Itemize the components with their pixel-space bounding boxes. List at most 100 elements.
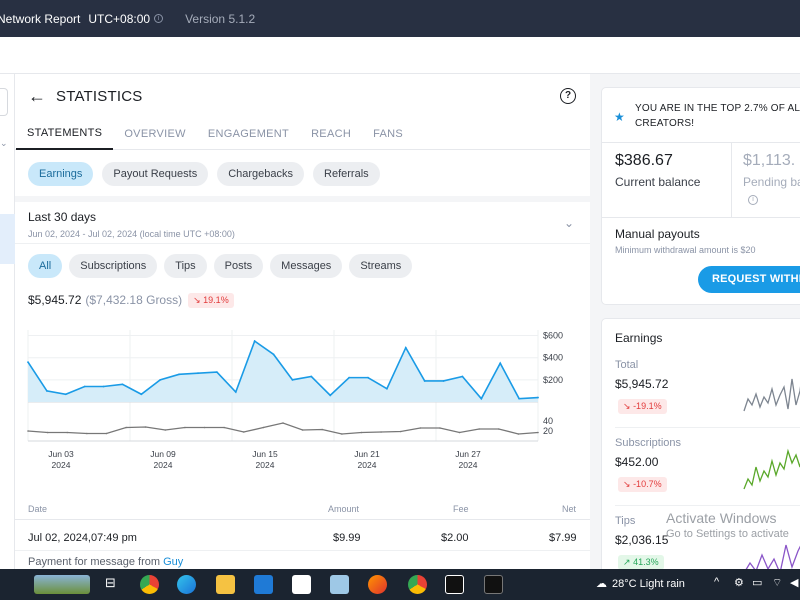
filter-streams[interactable]: Streams xyxy=(349,254,413,278)
count-point xyxy=(478,428,480,430)
earnings-card-title: Earnings xyxy=(615,331,663,345)
filter-tips[interactable]: Tips xyxy=(164,254,207,278)
date-range-selector[interactable]: Last 30 days Jun 02, 2024 - Jul 02, 2024… xyxy=(15,202,590,244)
current-balance: $386.67 Current balance xyxy=(615,152,700,189)
filter-posts[interactable]: Posts xyxy=(213,254,264,278)
sparkline-total xyxy=(743,378,800,412)
store-icon[interactable] xyxy=(292,575,311,594)
count-point xyxy=(66,431,69,434)
app-icon[interactable] xyxy=(330,575,349,594)
page-title: STATISTICS xyxy=(56,88,143,105)
app-title-bar: Network Report UTC+08:00 i Version 5.1.2 xyxy=(0,0,800,37)
chrome-icon[interactable] xyxy=(140,575,159,594)
x-tick-year: 2024 xyxy=(256,460,275,470)
info-icon[interactable]: i xyxy=(154,14,164,23)
stat-delta-value: -10.7% xyxy=(633,479,662,489)
y-tick-label: $200 xyxy=(543,375,563,385)
table-row[interactable]: Jul 02, 2024,07:49 pm $9.99 $2.00 $7.99 xyxy=(15,526,590,551)
earnings-point xyxy=(45,390,48,392)
activation-watermark: Activate Windows Go to Settings to activ… xyxy=(666,510,789,540)
sidebar-selected-item[interactable] xyxy=(0,214,15,264)
earnings-point xyxy=(178,373,181,376)
info-icon[interactable]: i xyxy=(748,195,758,205)
count-point xyxy=(399,430,402,433)
wifi-icon[interactable]: ⌔ xyxy=(772,577,783,589)
arrow-up-right-icon: ↗ xyxy=(623,557,631,567)
earnings-point xyxy=(253,340,256,342)
statistics-panel: ← STATISTICS ? STATEMENTS OVERVIEW ENGAG… xyxy=(15,74,590,569)
count-point xyxy=(517,433,520,435)
help-icon[interactable]: ? xyxy=(560,88,576,104)
earnings-summary: $5,945.72 ($7,432.18 Gross) ↘ 19.1% xyxy=(15,288,590,312)
y-tick-label: $600 xyxy=(543,331,563,341)
user-link[interactable]: Guy xyxy=(163,556,184,568)
y-tick-label: 40 xyxy=(543,416,553,426)
filter-subscriptions[interactable]: Subscriptions xyxy=(69,254,158,278)
count-point xyxy=(125,426,127,429)
back-arrow-icon[interactable]: ← xyxy=(28,86,46,106)
balance-card: ★ YOU ARE IN THE TOP 2.7% OF ALL CREATOR… xyxy=(601,87,800,305)
earnings-point xyxy=(272,353,275,356)
task-view-icon[interactable]: ⊟ xyxy=(105,575,116,590)
chip-referrals[interactable]: Referrals xyxy=(313,162,380,186)
count-point xyxy=(321,428,324,431)
tab-reach[interactable]: REACH xyxy=(311,128,352,141)
count-point xyxy=(301,429,304,431)
row-fee: $2.00 xyxy=(441,532,469,544)
chevron-up-icon[interactable]: ^ xyxy=(714,576,720,588)
edge-icon[interactable] xyxy=(177,575,196,594)
stat-delta: ↘ -10.7% xyxy=(618,477,667,492)
tab-overview[interactable]: OVERVIEW xyxy=(124,128,186,141)
filter-messages[interactable]: Messages xyxy=(270,254,343,278)
col-fee: Fee xyxy=(453,504,469,514)
earnings-point xyxy=(83,385,86,388)
change-value: 19.1% xyxy=(203,294,229,305)
top-creator-banner: YOU ARE IN THE TOP 2.7% OF ALL CREATORS! xyxy=(635,101,800,131)
widgets-icon[interactable] xyxy=(34,575,90,594)
mail-icon[interactable] xyxy=(254,575,273,594)
date-range-dates: Jun 02, 2024 - Jul 02, 2024 (local time … xyxy=(28,229,235,239)
stat-label: Subscriptions xyxy=(615,437,682,449)
settings-icon[interactable]: ⚙ xyxy=(734,577,744,589)
row-date: Jul 02, 2024,07:49 pm xyxy=(28,532,137,544)
count-point xyxy=(203,426,206,429)
arrow-down-right-icon: ↘ xyxy=(623,479,631,489)
count-point xyxy=(282,422,284,424)
chip-earnings[interactable]: Earnings xyxy=(28,162,94,186)
firefox-icon[interactable] xyxy=(368,575,387,594)
star-icon: ★ xyxy=(614,110,625,124)
filter-all[interactable]: All xyxy=(28,254,63,278)
chip-chargebacks[interactable]: Chargebacks xyxy=(217,162,305,186)
weather-widget[interactable]: ☁ 28°C Light rain xyxy=(596,577,685,591)
tab-statements[interactable]: STATEMENTS xyxy=(16,119,114,150)
request-withdrawal-button[interactable]: REQUEST WITHDR xyxy=(698,266,800,293)
chevron-down-icon[interactable]: ⌄ xyxy=(563,216,574,230)
chevron-down-icon[interactable]: ⌄ xyxy=(0,138,8,148)
x-tick-label: Jun 09 xyxy=(150,449,176,459)
date-range-label: Last 30 days xyxy=(28,210,97,224)
stat-amount: $5,945.72 xyxy=(615,377,669,391)
col-amount: Amount xyxy=(328,504,360,514)
tab-engagement[interactable]: ENGAGEMENT xyxy=(207,128,290,141)
tab-fans[interactable]: FANS xyxy=(373,128,404,141)
app-icon[interactable] xyxy=(445,575,464,594)
app-icon[interactable] xyxy=(484,575,503,594)
battery-icon[interactable]: ▭ xyxy=(752,577,763,589)
divider xyxy=(615,427,800,428)
x-tick-year: 2024 xyxy=(459,460,478,470)
file-explorer-icon[interactable] xyxy=(216,575,235,594)
chip-payout-requests[interactable]: Payout Requests xyxy=(102,162,209,186)
chrome-icon[interactable] xyxy=(408,575,427,594)
earnings-point xyxy=(537,396,539,399)
volume-icon[interactable]: ◀ xyxy=(790,577,799,589)
watermark-subtitle: Go to Settings to activate xyxy=(666,528,789,540)
sidebar-search-box[interactable] xyxy=(0,88,8,116)
stat-label: Total xyxy=(615,359,639,371)
count-point xyxy=(27,430,29,432)
y-tick-label: $400 xyxy=(543,353,563,363)
change-badge: ↘ 19.1% xyxy=(188,292,234,308)
count-point xyxy=(419,427,422,429)
left-sidebar: ⌄ xyxy=(0,74,15,569)
earnings-point xyxy=(367,376,369,379)
